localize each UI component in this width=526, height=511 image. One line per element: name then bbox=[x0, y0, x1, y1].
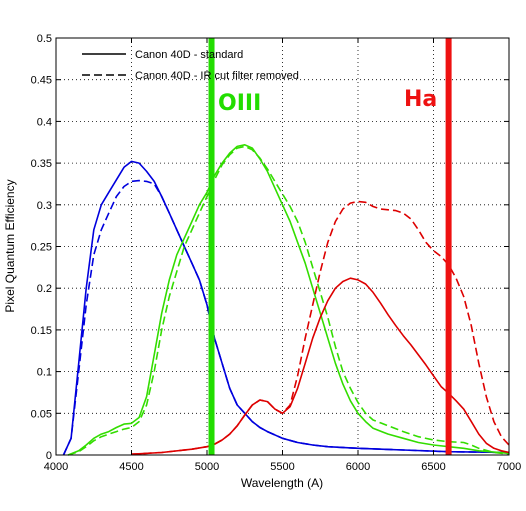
annotation-ha: Ha bbox=[404, 87, 437, 112]
y-tick-label: 0.45 bbox=[31, 75, 52, 87]
grid bbox=[56, 38, 509, 455]
x-tick-label: 6000 bbox=[346, 461, 370, 473]
y-tick-label: 0.3 bbox=[37, 200, 52, 212]
series-group bbox=[62, 144, 510, 456]
y-tick-label: 0.4 bbox=[37, 116, 52, 128]
y-tick-label: 0 bbox=[46, 450, 52, 462]
x-tick-label: 5000 bbox=[195, 461, 219, 473]
legend-label-standard: Canon 40D - standard bbox=[135, 49, 243, 61]
x-tick-label: 4500 bbox=[119, 461, 143, 473]
legend-label-ir-removed: Canon 40D - IR cut filter removed bbox=[135, 70, 299, 82]
y-tick-label: 0.35 bbox=[31, 158, 52, 170]
x-tick-label: 5500 bbox=[270, 461, 294, 473]
y-tick-label: 0.15 bbox=[31, 325, 52, 337]
y-tick-label: 0.25 bbox=[31, 242, 52, 254]
legend: Canon 40D - standard Canon 40D - IR cut … bbox=[82, 49, 299, 82]
annotation-oiii: OIII bbox=[218, 91, 261, 116]
series-blue-ir-removed bbox=[62, 179, 510, 456]
series-green-ir-removed bbox=[67, 145, 510, 456]
y-tick-label: 0.05 bbox=[31, 408, 52, 420]
x-axis-label: Wavelength (A) bbox=[241, 476, 323, 490]
x-tick-label: 7000 bbox=[497, 461, 521, 473]
reference-lines bbox=[208, 38, 452, 455]
y-tick-label: 0.2 bbox=[37, 283, 52, 295]
series-red-ir-removed bbox=[131, 200, 510, 455]
x-tick-label: 6500 bbox=[421, 461, 445, 473]
x-tick-label: 4000 bbox=[44, 461, 68, 473]
y-tick-label: 0.5 bbox=[37, 33, 52, 45]
ticks: 4000 4500 5000 5500 6000 6500 7000 0 0.05 0.1 0.15… bbox=[31, 33, 522, 473]
series-blue-standard bbox=[62, 160, 510, 456]
y-tick-label: 0.1 bbox=[37, 367, 52, 379]
series-green-standard bbox=[67, 144, 510, 456]
y-axis-label: Pixel Quantum Efficiency bbox=[3, 179, 17, 312]
